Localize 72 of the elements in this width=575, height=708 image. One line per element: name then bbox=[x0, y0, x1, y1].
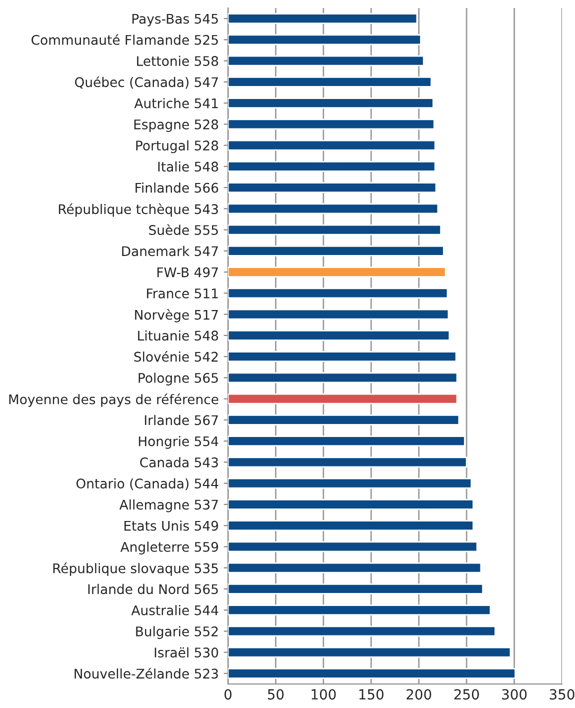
bar bbox=[228, 414, 460, 426]
bar bbox=[228, 436, 466, 447]
y-tick-label: Etats Unis 549 bbox=[124, 520, 218, 531]
y-tick-label: Finlande 566 bbox=[136, 182, 218, 193]
y-tick-label: Espagne 528 bbox=[134, 119, 218, 132]
bar bbox=[228, 393, 458, 404]
y-tick-label: Australie 544 bbox=[131, 605, 218, 616]
y-tick-label: Slovénie 542 bbox=[134, 351, 218, 362]
x-tick-label: 150 bbox=[359, 689, 384, 700]
bar bbox=[228, 182, 437, 194]
bar bbox=[228, 498, 474, 510]
bar bbox=[228, 76, 432, 88]
y-tick-label: République tchèque 543 bbox=[58, 203, 218, 217]
bar bbox=[228, 266, 446, 278]
y-tick-label: Italie 548 bbox=[158, 161, 218, 172]
y-tick-label: République slovaque 535 bbox=[53, 562, 218, 576]
bar bbox=[228, 118, 435, 130]
x-tick-label: 50 bbox=[268, 689, 284, 700]
bar bbox=[228, 288, 448, 299]
y-tick-label: Communauté Flamande 525 bbox=[32, 34, 218, 45]
y-tick-label: Danemark 547 bbox=[122, 246, 218, 256]
bar bbox=[228, 626, 496, 637]
bar bbox=[228, 160, 436, 172]
y-tick-label: Portugal 528 bbox=[136, 140, 218, 154]
bar bbox=[228, 456, 468, 468]
x-tick-label: 0 bbox=[224, 689, 232, 700]
y-tick-label: Norvège 517 bbox=[135, 309, 218, 322]
y-tick-label: Autriche 541 bbox=[134, 98, 218, 108]
x-tick-label: 200 bbox=[406, 689, 432, 700]
bar bbox=[228, 583, 484, 594]
y-tick-label: Irlande 567 bbox=[144, 414, 218, 426]
bar bbox=[228, 203, 439, 214]
y-tick-label: Allemagne 537 bbox=[119, 499, 218, 512]
bar bbox=[228, 224, 442, 236]
y-tick-label: Nouvelle-Zélande 523 bbox=[74, 668, 218, 679]
bar bbox=[228, 562, 482, 574]
bar bbox=[228, 351, 457, 362]
y-tick-label: FW-B 497 bbox=[157, 267, 218, 278]
y-tick-label: Moyenne des pays de référence bbox=[9, 394, 218, 407]
y-tick-label: Irlande du Nord 565 bbox=[88, 584, 218, 594]
bar bbox=[228, 668, 516, 679]
bar bbox=[228, 520, 474, 532]
bar bbox=[228, 13, 418, 24]
bar bbox=[228, 308, 450, 320]
bar bbox=[228, 541, 478, 552]
y-tick-label: Pologne 565 bbox=[138, 372, 218, 386]
y-tick-label: Angleterre 559 bbox=[120, 542, 218, 554]
x-tick-label: 350 bbox=[550, 689, 574, 700]
y-tick-label: Canada 543 bbox=[140, 457, 218, 468]
bar bbox=[228, 245, 444, 256]
y-tick-label: Lettonie 558 bbox=[137, 56, 218, 66]
x-tick-label: 250 bbox=[454, 689, 479, 700]
y-tick-label: Hongrie 554 bbox=[138, 436, 218, 449]
bar bbox=[228, 330, 450, 341]
y-tick-label: Québec (Canada) 547 bbox=[75, 76, 218, 89]
bar bbox=[228, 98, 434, 109]
bar bbox=[228, 372, 458, 384]
bar bbox=[228, 646, 512, 658]
y-tick-label: Israël 530 bbox=[154, 647, 218, 658]
y-tick-label: Lituanie 548 bbox=[138, 330, 218, 341]
bar bbox=[228, 140, 436, 151]
x-tick-label: 100 bbox=[312, 689, 336, 700]
bar bbox=[228, 55, 424, 66]
y-tick-label: Bulgarie 552 bbox=[136, 626, 218, 639]
y-tick-label: Suède 555 bbox=[149, 224, 218, 236]
y-tick-label: France 511 bbox=[147, 288, 218, 298]
y-tick-label: Ontario (Canada) 544 bbox=[76, 478, 218, 490]
y-tick-label: Pays-Bas 545 bbox=[132, 14, 218, 26]
bar bbox=[228, 478, 472, 489]
bar bbox=[228, 34, 422, 46]
bar bbox=[228, 604, 492, 616]
x-tick-label: 300 bbox=[502, 689, 527, 700]
